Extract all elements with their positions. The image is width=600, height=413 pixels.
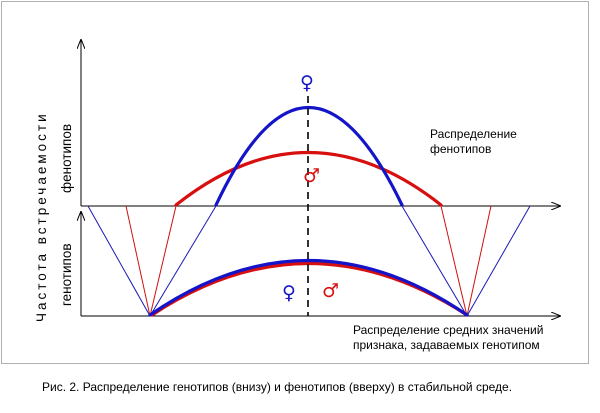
female-symbol-top: ♀ [300, 72, 314, 94]
genotype-distribution-label-2: признака, задаваемых генотипом [353, 338, 540, 352]
female-symbol-bottom: ♀ [282, 282, 296, 304]
genotype-curve-male [150, 262, 469, 317]
y-axis-label-main: Частота встречаемости [34, 111, 49, 322]
phenotype-distribution-label-2: фенотипов [430, 142, 491, 156]
phenotype-curve-male [174, 150, 443, 207]
genotype-distribution-label-1: Распределение средних значений [353, 323, 543, 337]
projection-line-blue-right [466, 205, 531, 317]
phenotype-distribution-label-1: Распределение [430, 127, 517, 141]
projection-line-blue-right-inner [401, 205, 468, 317]
phenotype-curve-female [214, 106, 404, 207]
figure-caption: Рис. 2. Распределение генотипов (внизу) … [42, 380, 512, 394]
genotype-curve-female [148, 258, 469, 317]
male-symbol-top: ♂ [303, 165, 320, 187]
projection-line-red-right-outer [466, 205, 492, 317]
figure-frame [1, 1, 589, 364]
y-axis-label-phenotypes: фенотипов [59, 124, 74, 193]
projection-line-red-left-inner [149, 205, 177, 317]
projection-line-red-left-outer [125, 205, 151, 317]
projection-line-red-right-inner [440, 205, 468, 317]
projection-line-blue-left-inner [149, 205, 217, 317]
male-symbol-bottom: ♂ [322, 280, 339, 302]
y-axis-label-genotypes: генотипов [59, 243, 74, 306]
projection-line-blue-left [87, 205, 151, 317]
